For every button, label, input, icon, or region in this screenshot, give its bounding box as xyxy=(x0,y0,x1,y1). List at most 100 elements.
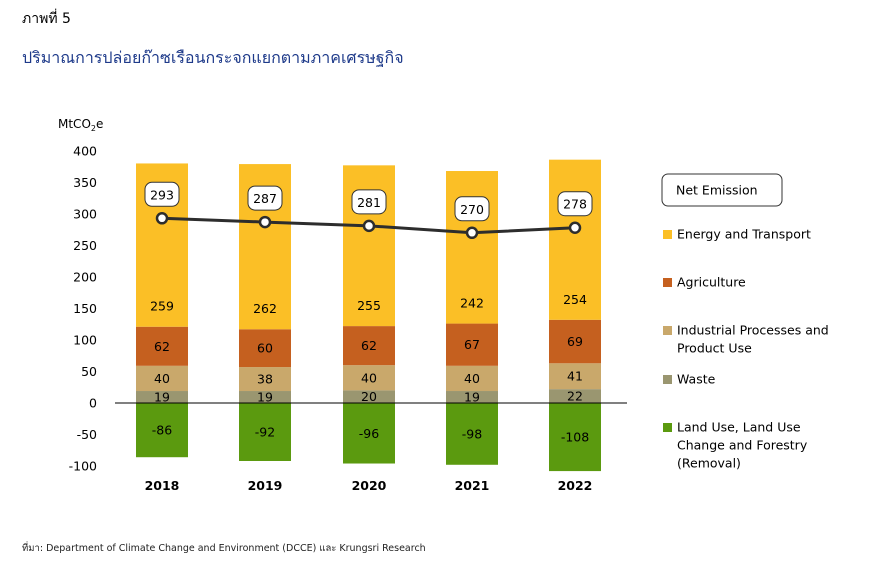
net-emission-label-box xyxy=(557,191,593,217)
bar-data-label: 255 xyxy=(357,298,381,313)
data-labels: 19 40 62 259 -86 19 38 60 262 -92 20 40 62 255 -96 19 40… xyxy=(150,292,589,445)
bar-data-label: 242 xyxy=(460,296,484,311)
legend-label: Energy and Transport xyxy=(677,227,811,242)
bar-segment xyxy=(549,389,601,403)
bar-data-label: 41 xyxy=(567,369,583,384)
net-emission-point xyxy=(465,226,479,240)
chart-title: ปริมาณการปล่อยก๊าซเรือนกระจกแยกตามภาคเศร… xyxy=(22,48,404,67)
net-emission-label-box xyxy=(454,196,490,222)
net-emission-point xyxy=(155,212,169,225)
bar-data-label: 262 xyxy=(253,301,277,316)
legend-label: Net Emission xyxy=(676,183,758,198)
bar-segment xyxy=(343,326,395,366)
net-emission-label-box xyxy=(144,181,180,207)
bar-data-label: 40 xyxy=(154,371,170,386)
x-category-label: 2018 xyxy=(145,478,180,493)
bar-segment xyxy=(239,403,291,461)
bar-data-label: 20 xyxy=(361,389,377,404)
stacked-bar-chart: MtCO2e 400 350 300 250 200 150 100 50 0 -50 -100 1… xyxy=(58,117,829,493)
bar-data-label: 62 xyxy=(361,338,377,353)
bar-data-label: 19 xyxy=(464,390,480,405)
y-tick-label: 300 xyxy=(73,206,97,221)
legend-swatch xyxy=(663,423,672,432)
bar-data-label: 60 xyxy=(257,341,273,356)
bar-segment xyxy=(136,326,188,366)
y-tick-label: 200 xyxy=(73,269,97,284)
y-tick-label: 250 xyxy=(73,238,97,253)
legend-label: Industrial Processes and xyxy=(677,323,829,338)
bar-segment xyxy=(549,363,601,390)
figure-label: ภาพที่ 5 xyxy=(22,11,71,27)
bar-segment xyxy=(239,391,291,403)
net-emission-label: 281 xyxy=(357,195,381,210)
legend-label: Change and Forestry xyxy=(677,438,808,453)
bar-data-label: -86 xyxy=(152,423,172,438)
bar-data-label: -92 xyxy=(255,424,275,439)
bar-segment xyxy=(549,159,601,320)
bar-data-label: 259 xyxy=(150,299,174,314)
y-axis-title: MtCO2e xyxy=(58,117,103,133)
y-axis-title-sub: 2 xyxy=(91,124,96,133)
bar-segment xyxy=(239,329,291,368)
net-emission-label-box xyxy=(247,185,283,211)
y-tick-label: 50 xyxy=(81,364,97,379)
y-tick-label: -100 xyxy=(69,459,97,474)
y-axis-title-main: MtCO xyxy=(58,117,91,131)
legend-label: (Removal) xyxy=(677,456,741,471)
bar-segment xyxy=(446,391,498,403)
bar-data-label: 22 xyxy=(567,389,583,404)
legend-swatch xyxy=(663,375,672,384)
legend-net-emission-box xyxy=(661,173,783,207)
bar-segment xyxy=(446,323,498,366)
legend-label: Agriculture xyxy=(677,275,746,290)
net-emission-point xyxy=(362,219,376,233)
bar-data-label: 40 xyxy=(361,370,377,385)
y-axis-label: MtCO2e xyxy=(58,117,103,133)
source-note: ที่มา: Department of Climate Change and … xyxy=(22,543,426,554)
net-emission-label: 278 xyxy=(563,197,587,212)
net-emission-point xyxy=(258,215,272,229)
net-emission-label-box xyxy=(351,189,387,215)
y-tick-label: 400 xyxy=(73,143,97,158)
y-tick-label: 350 xyxy=(73,175,97,190)
y-axis-title-tail: e xyxy=(96,117,103,131)
bar-segment xyxy=(136,365,188,392)
bar-data-label: -98 xyxy=(462,426,482,441)
legend-swatch xyxy=(663,230,672,239)
bar-data-label: 19 xyxy=(154,390,170,405)
y-axis-ticks: 400 350 300 250 200 150 100 50 0 -50 -100 xyxy=(69,143,97,473)
bar-segment xyxy=(239,367,291,392)
bar-data-label: -96 xyxy=(359,426,379,441)
net-emission-point xyxy=(568,221,582,234)
legend-swatch xyxy=(663,326,672,335)
bar-segment xyxy=(446,403,498,465)
bar-data-label: 40 xyxy=(464,371,480,386)
bar-segment xyxy=(343,403,395,464)
bar-segment xyxy=(549,319,601,364)
legend-label: Waste xyxy=(677,372,716,387)
x-category-label: 2022 xyxy=(558,478,593,493)
y-tick-label: -50 xyxy=(77,427,97,442)
y-tick-label: 150 xyxy=(73,301,97,316)
legend-label: Product Use xyxy=(677,341,752,356)
net-emission-label: 293 xyxy=(150,187,174,202)
bar-data-label: 254 xyxy=(563,292,587,307)
net-emission-label: 270 xyxy=(460,202,484,217)
bar-data-label: 19 xyxy=(257,390,273,405)
bar-segment xyxy=(343,365,395,391)
bar-segment xyxy=(343,390,395,403)
legend: Net Emission Energy and Transport Agricult… xyxy=(661,173,829,471)
y-tick-label: 100 xyxy=(73,332,97,347)
net-emission-label: 287 xyxy=(253,191,277,206)
bar-segment xyxy=(549,403,601,472)
bar-segment xyxy=(136,403,188,458)
x-axis-categories: 2018 2019 2020 2021 2022 xyxy=(145,478,593,493)
legend-label: Land Use, Land Use xyxy=(677,420,801,435)
y-tick-label: 0 xyxy=(89,396,97,411)
x-category-label: 2021 xyxy=(455,478,490,493)
bar-data-label: 38 xyxy=(257,372,273,387)
bar-data-label: -108 xyxy=(561,430,589,445)
bar-data-label: 69 xyxy=(567,334,583,349)
bar-segment xyxy=(136,391,188,403)
net-emission-line: 293 287 281 270 278 xyxy=(144,181,593,240)
